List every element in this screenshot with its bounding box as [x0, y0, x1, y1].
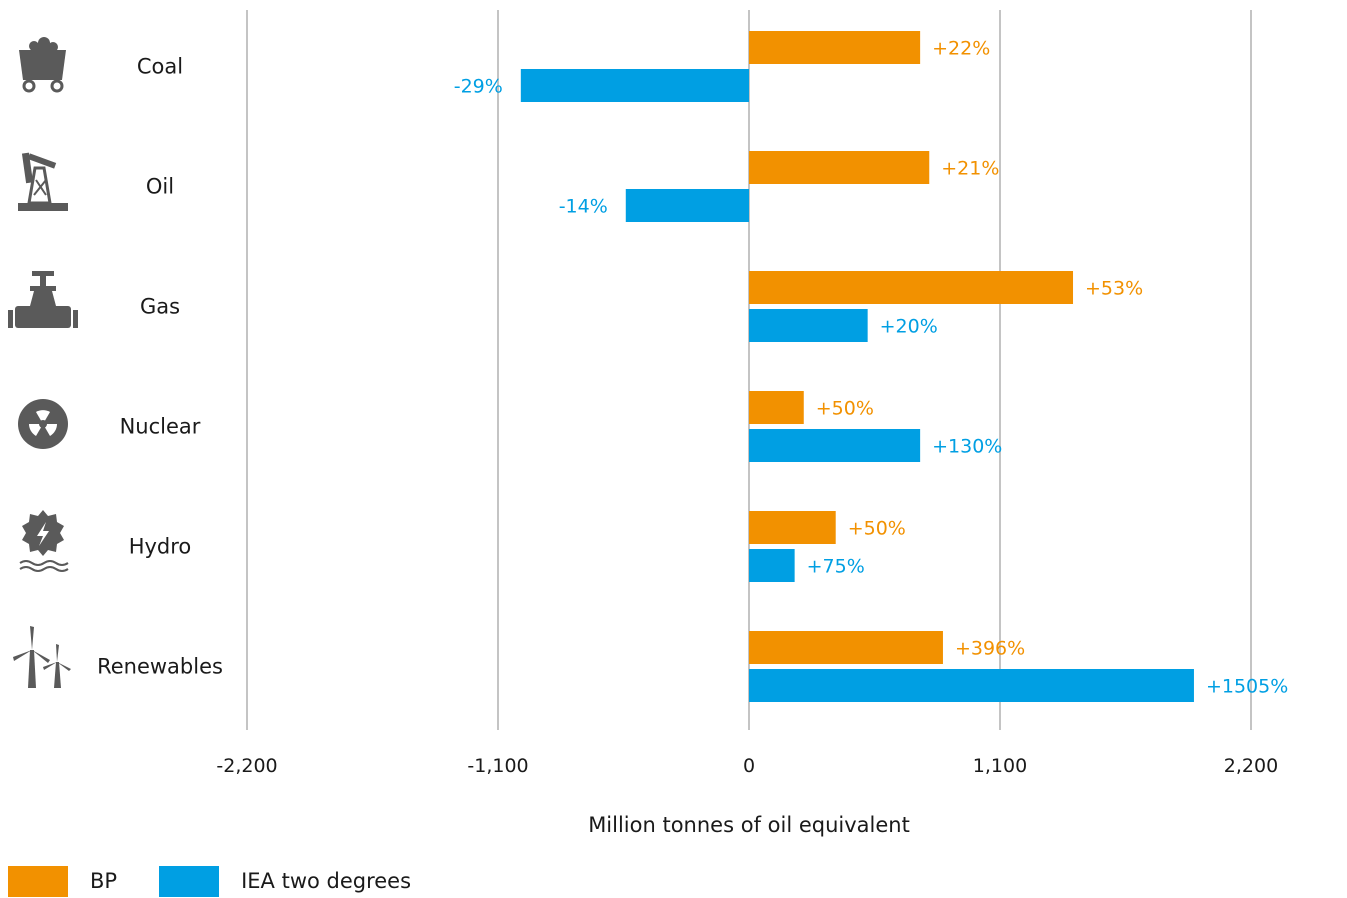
nuclear-icon — [18, 399, 68, 449]
wind-turbine-icon — [13, 626, 71, 688]
data-label: +1505% — [1206, 676, 1288, 698]
legend: BP IEA two degrees — [8, 864, 453, 898]
category-label: Nuclear — [120, 415, 201, 439]
bar — [749, 549, 795, 582]
bar — [749, 271, 1074, 304]
data-label: +130% — [932, 436, 1002, 458]
category-label: Renewables — [97, 655, 223, 679]
legend-swatch-bp — [8, 865, 68, 897]
data-label: +53% — [1085, 278, 1143, 300]
category-label: Hydro — [129, 535, 192, 559]
bar — [749, 631, 943, 664]
category-labels: Coal Oil Gas Nuclear Hydro Renewables — [97, 55, 223, 679]
legend-item-iea: IEA two degrees — [159, 865, 412, 897]
gas-valve-icon — [8, 271, 78, 328]
bar — [749, 151, 930, 184]
bar — [749, 511, 836, 544]
gridlines — [246, 10, 1252, 730]
x-tick-label: 1,100 — [973, 755, 1027, 777]
category-label: Coal — [137, 55, 183, 79]
x-tick-label: 2,200 — [1224, 755, 1278, 777]
bar — [625, 189, 749, 222]
category-label: Oil — [146, 175, 174, 199]
bar — [749, 669, 1194, 702]
x-tick-label: -1,100 — [467, 755, 528, 777]
bar — [749, 31, 921, 64]
data-label: +22% — [932, 38, 990, 60]
data-label: +21% — [941, 158, 999, 180]
x-axis-ticks: -2,200 -1,100 0 1,100 2,200 — [216, 755, 1278, 777]
data-labels: +22% -29% +21% -14% +53% +20% +50% +130% +50% +75… — [454, 38, 1289, 698]
legend-label-bp: BP — [90, 869, 118, 893]
bar — [520, 69, 749, 102]
data-label: +75% — [807, 556, 865, 578]
x-tick-label: 0 — [743, 755, 755, 777]
legend-label-iea: IEA two degrees — [241, 869, 412, 893]
oil-pump-icon — [18, 152, 68, 211]
data-label: +50% — [816, 398, 874, 420]
legend-item-bp: BP — [8, 865, 118, 897]
x-tick-label: -2,200 — [216, 755, 277, 777]
data-label: -29% — [454, 76, 503, 98]
category-label: Gas — [140, 295, 180, 319]
data-label: +396% — [955, 638, 1025, 660]
data-label: +20% — [880, 316, 938, 338]
bar — [749, 429, 921, 462]
hydro-turbine-icon — [19, 510, 69, 572]
bars — [520, 31, 1194, 702]
data-label: +50% — [848, 518, 906, 540]
bar — [749, 391, 804, 424]
coal-cart-icon — [19, 37, 66, 93]
bar — [749, 309, 868, 342]
x-axis-title: Million tonnes of oil equivalent — [588, 813, 910, 837]
data-label: -14% — [559, 196, 608, 218]
legend-swatch-iea — [159, 865, 220, 897]
